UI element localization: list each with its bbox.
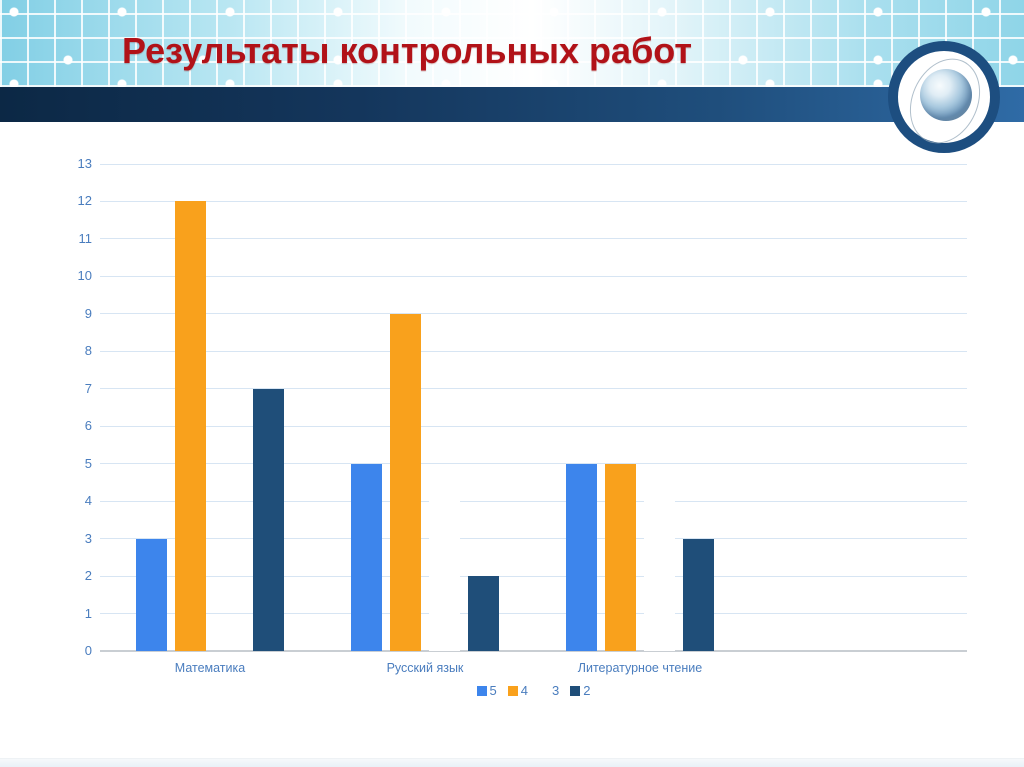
legend-label: 2 [583, 683, 591, 698]
y-axis-label: 1 [84, 605, 92, 621]
legend-swatch [476, 685, 487, 696]
y-axis-label: 4 [84, 493, 92, 509]
gridline [100, 463, 967, 465]
y-axis-label: 13 [77, 156, 92, 171]
y-axis-label: 10 [77, 268, 92, 284]
y-axis-label: 7 [84, 380, 92, 396]
category-label: Литературное чтение [577, 661, 703, 675]
y-axis-label: 8 [84, 343, 92, 359]
bar-series-4 [605, 463, 636, 651]
gridline [100, 275, 967, 277]
gridline [100, 238, 967, 240]
footer-band [0, 758, 1024, 767]
chart-legend: 5 4 3 2 [100, 683, 967, 698]
bar-series-2 [468, 576, 499, 651]
gridline [100, 313, 967, 315]
gridline [100, 613, 967, 615]
y-axis-label: 12 [77, 193, 92, 209]
legend-swatch [570, 685, 581, 696]
globe-sphere [920, 69, 972, 121]
bar-series-2 [253, 388, 284, 651]
gridline [100, 500, 967, 502]
globe-icon [888, 41, 1000, 155]
bar-chart: 0 1 2 3 4 5 6 7 8 9 10 11 12 13 Математика Русский язык… [0, 122, 1024, 755]
header-band: Результаты контрольных работ [0, 0, 1024, 87]
bar-series-3 [644, 501, 675, 651]
bar-series-2 [683, 538, 714, 651]
y-axis-label: 11 [78, 230, 93, 246]
gridline [100, 200, 967, 202]
bar-series-4 [390, 313, 421, 651]
gridline [100, 538, 967, 540]
gridline [100, 425, 967, 427]
slide-title: Результаты контрольных работ [122, 30, 693, 71]
category-label: Математика [174, 661, 246, 675]
legend-item-3: 3 [539, 683, 559, 698]
legend-label: 5 [489, 683, 497, 698]
legend-swatch [507, 685, 518, 696]
y-axis-label: 0 [84, 643, 92, 658]
legend-swatch [539, 685, 549, 696]
legend-item-5: 5 [476, 683, 497, 698]
gridline [100, 575, 967, 577]
y-axis-label: 2 [84, 568, 92, 584]
y-axis-label: 9 [84, 305, 92, 321]
bar-series-5 [351, 463, 382, 651]
navy-divider-band [0, 87, 1024, 122]
y-axis-label: 3 [84, 530, 92, 546]
bar-series-5 [136, 538, 167, 651]
y-axis-label: 5 [84, 455, 92, 471]
x-axis-line [100, 650, 967, 652]
legend-item-4: 4 [507, 683, 528, 698]
legend-label: 4 [520, 683, 528, 698]
category-label: Русский язык [386, 661, 464, 675]
bar-series-4 [175, 201, 206, 651]
y-axis-label: 6 [84, 418, 92, 434]
legend-item-2: 2 [570, 683, 590, 698]
legend-label: 3 [552, 683, 560, 698]
gridline [100, 163, 967, 165]
gridline [100, 350, 967, 352]
gridline [100, 388, 967, 390]
bar-series-5 [566, 463, 597, 651]
bar-series-3 [429, 501, 460, 651]
